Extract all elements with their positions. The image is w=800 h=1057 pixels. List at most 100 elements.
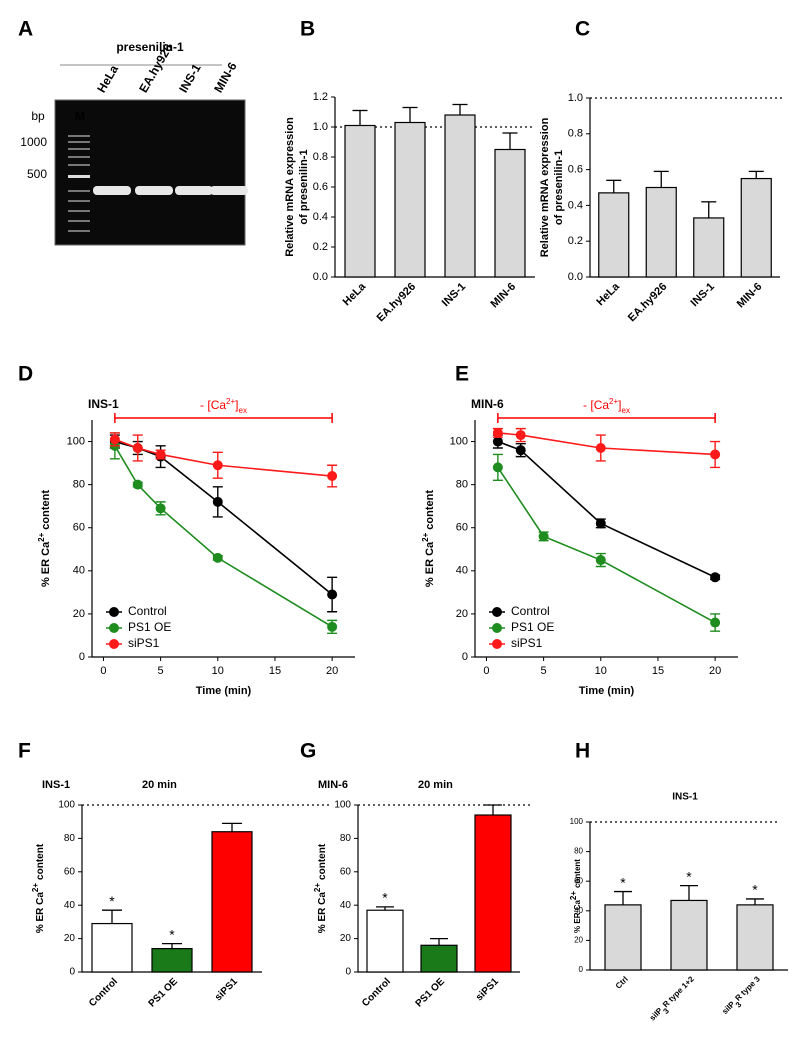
bar — [740, 177, 772, 278]
bar — [474, 814, 512, 973]
ladder-band — [68, 230, 90, 232]
ladder-band — [68, 175, 90, 178]
text-part: - [Ca — [200, 398, 226, 412]
y-tick-label: 20 — [64, 933, 76, 944]
x-tick-label: EA.hy926 — [375, 281, 419, 325]
y-tick-label: 0.2 — [568, 235, 583, 247]
y-tick-label: 0.2 — [313, 241, 328, 253]
ladder-band — [68, 156, 90, 158]
chart-title: MIN-6 — [471, 397, 504, 411]
y-tick-label: 1.2 — [313, 91, 328, 103]
text-part: 2+ — [37, 532, 46, 541]
bar — [394, 121, 426, 278]
text-part: content — [40, 490, 52, 530]
y-tick-label: 80 — [574, 847, 583, 856]
text-part: % ER Ca — [40, 541, 52, 587]
gel-title: presenilin-1 — [116, 40, 184, 54]
text-part: 2+ — [609, 397, 618, 406]
text-part: ex — [622, 406, 630, 415]
y-tick-label: 20 — [456, 608, 468, 620]
ladder-band — [68, 148, 90, 150]
data-point — [327, 589, 338, 600]
data-point — [109, 434, 120, 445]
x-tick-label: 15 — [269, 665, 281, 677]
x-tick-label: EA.hy926 — [626, 281, 670, 325]
bar — [420, 944, 458, 973]
y-tick-label: 0.6 — [568, 164, 583, 176]
x-tick-label: Ctrl — [614, 975, 630, 991]
bar — [444, 114, 476, 278]
y-tick-label: 0 — [345, 967, 351, 978]
text-part: ] — [618, 398, 621, 412]
y-axis-label: % ER Ca2+ content — [313, 843, 328, 933]
significance-star: * — [686, 868, 692, 884]
panel-label: D — [18, 363, 33, 386]
data-point — [492, 427, 503, 438]
y-tick-label: 80 — [64, 833, 76, 844]
legend-label: Control — [511, 604, 550, 618]
y-tick-label: 1.0 — [568, 92, 583, 104]
bar — [604, 904, 642, 971]
significance-star: * — [620, 874, 626, 890]
significance-star: * — [382, 890, 388, 906]
y-axis-label: Relative mRNA expression — [539, 117, 551, 257]
significance-star: * — [169, 926, 175, 942]
y-tick-label: 60 — [73, 522, 85, 534]
legend-label: Control — [128, 604, 167, 618]
text-part: content — [35, 843, 46, 880]
legend-label: siPS1 — [511, 636, 543, 650]
panel-label: G — [300, 740, 316, 763]
bar — [494, 148, 526, 278]
y-tick-label: 20 — [73, 608, 85, 620]
ladder-band — [68, 141, 90, 143]
text-part: % ER Ca — [424, 541, 436, 587]
text-part: ] — [235, 398, 238, 412]
text-part: 2+ — [313, 883, 322, 892]
y-tick-label: 60 — [456, 522, 468, 534]
y-tick-label: 100 — [58, 800, 75, 811]
y-tick-label: 40 — [574, 906, 583, 915]
panel-label: F — [18, 740, 31, 763]
lane-label: INS-1 — [176, 61, 204, 95]
y-tick-label: 0.0 — [568, 271, 583, 283]
text-part: % ER Ca — [35, 892, 46, 934]
y-tick-label: 40 — [456, 565, 468, 577]
y-tick-label: 100 — [570, 817, 584, 826]
panel-label: E — [455, 363, 469, 386]
bar — [344, 124, 376, 278]
data-point — [492, 436, 503, 447]
y-tick-label: 0 — [79, 651, 85, 663]
x-tick-label: 5 — [541, 665, 547, 677]
data-point — [132, 479, 143, 490]
legend-label: PS1 OE — [511, 620, 554, 634]
panel-label: B — [300, 18, 315, 41]
data-point — [132, 443, 143, 454]
y-axis-label: % ER Ca2+ content — [37, 490, 52, 587]
text-part: 2+ — [31, 883, 40, 892]
y-tick-label: 60 — [64, 866, 76, 877]
y-axis-label: % ER Ca2+ content — [421, 490, 436, 587]
data-point — [212, 460, 223, 471]
y-tick-label: 40 — [73, 565, 85, 577]
panel-label: C — [575, 18, 590, 41]
y-axis-label: % ER Ca2+ content — [31, 843, 46, 933]
x-tick-label: 10 — [595, 665, 607, 677]
x-tick-label: PS1 OE — [147, 976, 181, 1010]
marker-size: 1000 — [20, 135, 47, 149]
y-tick-label: 0 — [462, 651, 468, 663]
text-part: 2+ — [226, 397, 235, 406]
gel-ylabel: bp — [31, 109, 45, 123]
text-part: content — [424, 490, 436, 530]
marker-size: 500 — [27, 167, 47, 181]
bracket — [497, 413, 716, 423]
y-axis-label: % ER Ca2+ content — [569, 859, 583, 933]
y-axis-label: Relative mRNA expression — [284, 117, 296, 257]
data-point — [710, 617, 721, 628]
ladder-band — [68, 190, 90, 192]
x-tick-label: siIP3R type 3 — [720, 974, 765, 1019]
y-tick-label: 80 — [73, 479, 85, 491]
x-tick-label: siIP3R type 1+2 — [648, 974, 700, 1026]
x-tick-label: 10 — [212, 665, 224, 677]
gel-band — [93, 186, 131, 195]
x-axis-label: Time (min) — [579, 685, 635, 697]
